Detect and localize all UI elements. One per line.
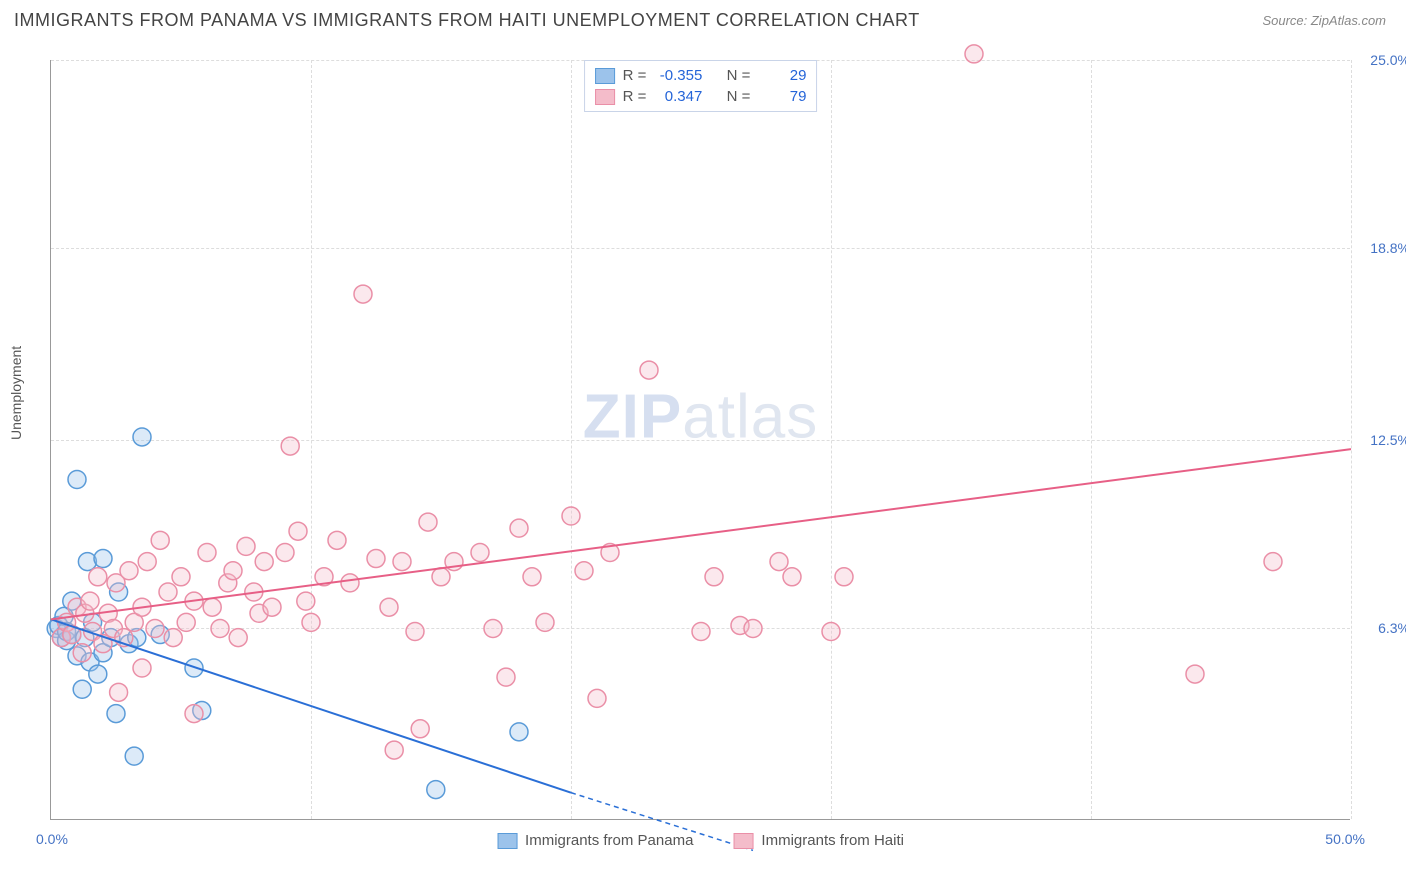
- x-tick-end: 50.0%: [1325, 831, 1365, 847]
- chart-header: IMMIGRANTS FROM PANAMA VS IMMIGRANTS FRO…: [0, 0, 1406, 39]
- y-tick-label: 25.0%: [1360, 52, 1406, 68]
- swatch-haiti: [595, 89, 615, 105]
- n-value-panama: 29: [758, 67, 806, 84]
- legend-swatch-haiti: [733, 833, 753, 849]
- y-tick-label: 12.5%: [1360, 432, 1406, 448]
- r-label-2: R =: [623, 88, 647, 105]
- r-label: R =: [623, 67, 647, 84]
- legend-label-panama: Immigrants from Panama: [525, 832, 693, 849]
- legend-item-haiti: Immigrants from Haiti: [733, 832, 904, 849]
- chart-plot-area: ZIPatlas 6.3%12.5%18.8%25.0% R = -0.355 …: [50, 60, 1350, 820]
- stats-legend-box: R = -0.355 N = 29 R = 0.347 N = 79: [584, 60, 818, 112]
- y-tick-label: 6.3%: [1360, 620, 1406, 636]
- r-value-haiti: 0.347: [654, 88, 702, 105]
- r-value-panama: -0.355: [654, 67, 702, 84]
- y-tick-label: 18.8%: [1360, 240, 1406, 256]
- stats-row-haiti: R = 0.347 N = 79: [595, 86, 807, 107]
- stats-row-panama: R = -0.355 N = 29: [595, 65, 807, 86]
- n-value-haiti: 79: [758, 88, 806, 105]
- y-axis-label: Unemployment: [8, 346, 24, 440]
- legend-item-panama: Immigrants from Panama: [497, 832, 693, 849]
- x-tick-start: 0.0%: [36, 831, 68, 847]
- plot-svg: [51, 60, 1350, 819]
- swatch-panama: [595, 68, 615, 84]
- legend-swatch-panama: [497, 833, 517, 849]
- chart-title: IMMIGRANTS FROM PANAMA VS IMMIGRANTS FRO…: [14, 10, 920, 31]
- n-label-2: N =: [727, 88, 751, 105]
- legend-label-haiti: Immigrants from Haiti: [761, 832, 904, 849]
- chart-source: Source: ZipAtlas.com: [1262, 13, 1386, 28]
- bottom-legend: Immigrants from Panama Immigrants from H…: [497, 832, 904, 849]
- n-label: N =: [727, 67, 751, 84]
